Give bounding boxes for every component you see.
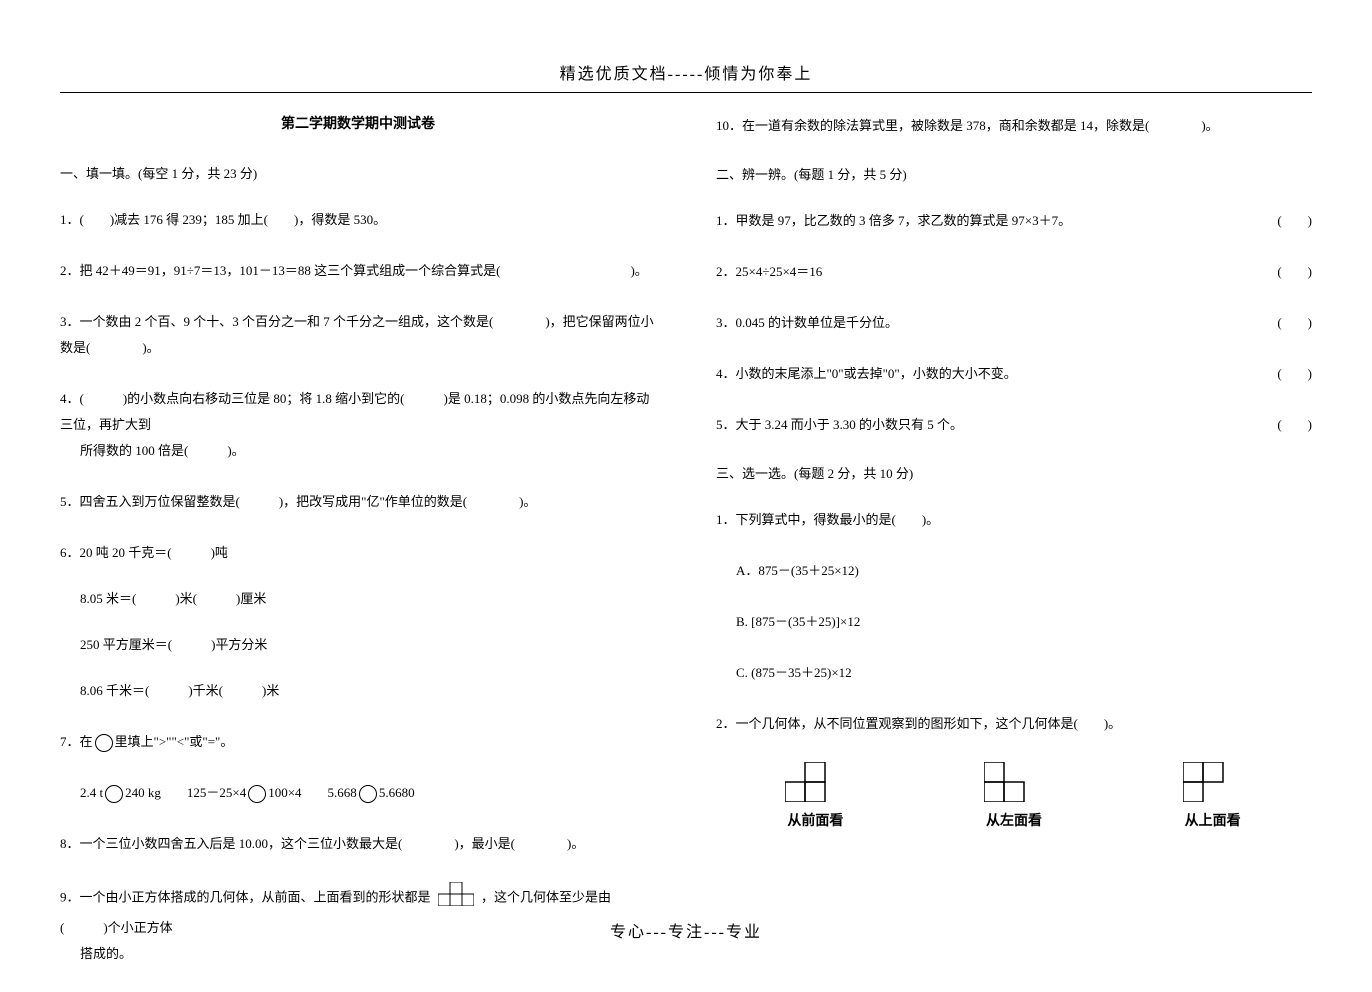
q9-shape-icon <box>438 882 474 915</box>
s2q1: 1．甲数是 97，比乙数的 3 倍多 7，求乙数的算式是 97×3＋7。 ( ) <box>716 208 1312 234</box>
tf-paren: ( ) <box>1277 259 1312 285</box>
section1-title: 一、填一填。(每空 1 分，共 23 分) <box>60 163 656 182</box>
tf-paren: ( ) <box>1277 361 1312 387</box>
circle-icon <box>95 734 113 752</box>
s2q3: 3．0.045 的计数单位是千分位。 ( ) <box>716 310 1312 336</box>
q10: 10．在一道有余数的除法算式里，被除数是 378，商和余数都是 14，除数是( … <box>716 113 1312 139</box>
view-front: 从前面看 <box>785 762 845 830</box>
s3q1: 1．下列算式中，得数最小的是( )。 <box>716 507 1312 533</box>
s2q5: 5．大于 3.24 而小于 3.30 的小数只有 5 个。 ( ) <box>716 412 1312 438</box>
q6-b: 250 平方厘米＝( )平方分米 <box>60 632 656 658</box>
circle-icon <box>248 785 266 803</box>
view-front-label: 从前面看 <box>785 810 845 830</box>
q6-main: 6．20 吨 20 千克＝( )吨 <box>60 540 656 566</box>
content-wrapper: 第二学期数学期中测试卷 一、填一填。(每空 1 分，共 23 分) 1．( )减… <box>0 93 1372 992</box>
s3q1-b: B. [875－(35＋25)]×12 <box>716 609 1312 635</box>
s2q4-text: 4．小数的末尾添上"0"或去掉"0"，小数的大小不变。 <box>716 366 1017 381</box>
q1: 1．( )减去 176 得 239；185 加上( )，得数是 530。 <box>60 207 656 233</box>
q6-c: 8.06 千米＝( )千米( )米 <box>60 678 656 704</box>
s2q4: 4．小数的末尾添上"0"或去掉"0"，小数的大小不变。 ( ) <box>716 361 1312 387</box>
q7-cont: 里填上">""<"或"="。 <box>115 734 234 749</box>
left-shape-icon <box>984 762 1044 802</box>
s3q2: 2．一个几何体，从不同位置观察到的图形如下，这个几何体是( )。 <box>716 711 1312 737</box>
q4-text: 4．( )的小数点向右移动三位是 80；将 1.8 缩小到它的( )是 0.18… <box>60 391 649 432</box>
circle-icon <box>105 785 123 803</box>
section3-title: 三、选一选。(每题 2 分，共 10 分) <box>716 463 1312 482</box>
s3q1-a: A．875－(35＋25×12) <box>716 558 1312 584</box>
q8: 8．一个三位小数四舍五入后是 10.00，这个三位小数最大是( )，最小是( )… <box>60 831 656 857</box>
s2q2: 2．25×4÷25×4＝16 ( ) <box>716 259 1312 285</box>
views-container: 从前面看 从左面看 <box>716 762 1312 830</box>
tf-paren: ( ) <box>1277 310 1312 336</box>
view-top-label: 从上面看 <box>1183 810 1243 830</box>
q4: 4．( )的小数点向右移动三位是 80；将 1.8 缩小到它的( )是 0.18… <box>60 386 656 464</box>
q6: 6．20 吨 20 千克＝( )吨 8.05 米＝( )米( )厘米 250 平… <box>60 540 656 704</box>
exam-title: 第二学期数学期中测试卷 <box>60 113 656 133</box>
page-footer: 专心---专注---专业 <box>0 918 1372 942</box>
q9-text: 9．一个由小正方体搭成的几何体，从前面、上面看到的形状都是 <box>60 889 431 904</box>
q6-a: 8.05 米＝( )米( )厘米 <box>60 586 656 612</box>
q7: 7．在 里填上">""<"或"="。 <box>60 729 656 755</box>
q7-l1: 2.4 t <box>80 785 103 800</box>
front-shape-icon <box>785 762 845 802</box>
q7-lb: 100×4 5.668 <box>268 785 357 800</box>
left-column: 第二学期数学期中测试卷 一、填一填。(每空 1 分，共 23 分) 1．( )减… <box>60 113 656 992</box>
s2q5-text: 5．大于 3.24 而小于 3.30 的小数只有 5 个。 <box>716 417 963 432</box>
q7-line: 2.4 t 240 kg 125－25×4 100×4 5.668 5.6680 <box>60 780 656 806</box>
q7-start: 7．在 <box>60 734 93 749</box>
s2q2-text: 2．25×4÷25×4＝16 <box>716 264 822 279</box>
q5: 5．四舍五入到万位保留整数是( )，把改写成用"亿"作单位的数是( )。 <box>60 489 656 515</box>
q9-end: 搭成的。 <box>60 946 132 961</box>
s3q1-c: C. (875－35＋25)×12 <box>716 660 1312 686</box>
s2q1-text: 1．甲数是 97，比乙数的 3 倍多 7，求乙数的算式是 97×3＋7。 <box>716 213 1071 228</box>
circle-icon <box>359 785 377 803</box>
q7-la: 240 kg 125－25×4 <box>125 785 246 800</box>
q3: 3．一个数由 2 个百、9 个十、3 个百分之一和 7 个千分之一组成，这个数是… <box>60 309 656 361</box>
page-header: 精选优质文档-----倾情为你奉上 <box>0 0 1372 84</box>
view-left: 从左面看 <box>984 762 1044 830</box>
right-column: 10．在一道有余数的除法算式里，被除数是 378，商和余数都是 14，除数是( … <box>716 113 1312 992</box>
s2q3-text: 3．0.045 的计数单位是千分位。 <box>716 315 898 330</box>
view-top: 从上面看 <box>1183 762 1243 830</box>
q7-lc: 5.6680 <box>379 785 415 800</box>
q2: 2．把 42＋49＝91，91÷7＝13，101－13＝88 这三个算式组成一个… <box>60 258 656 284</box>
tf-paren: ( ) <box>1277 412 1312 438</box>
q4-cont: 所得数的 100 倍是( )。 <box>60 443 245 458</box>
section2-title: 二、辨一辨。(每题 1 分，共 5 分) <box>716 164 1312 183</box>
top-shape-icon <box>1183 762 1243 802</box>
view-left-label: 从左面看 <box>984 810 1044 830</box>
tf-paren: ( ) <box>1277 208 1312 234</box>
